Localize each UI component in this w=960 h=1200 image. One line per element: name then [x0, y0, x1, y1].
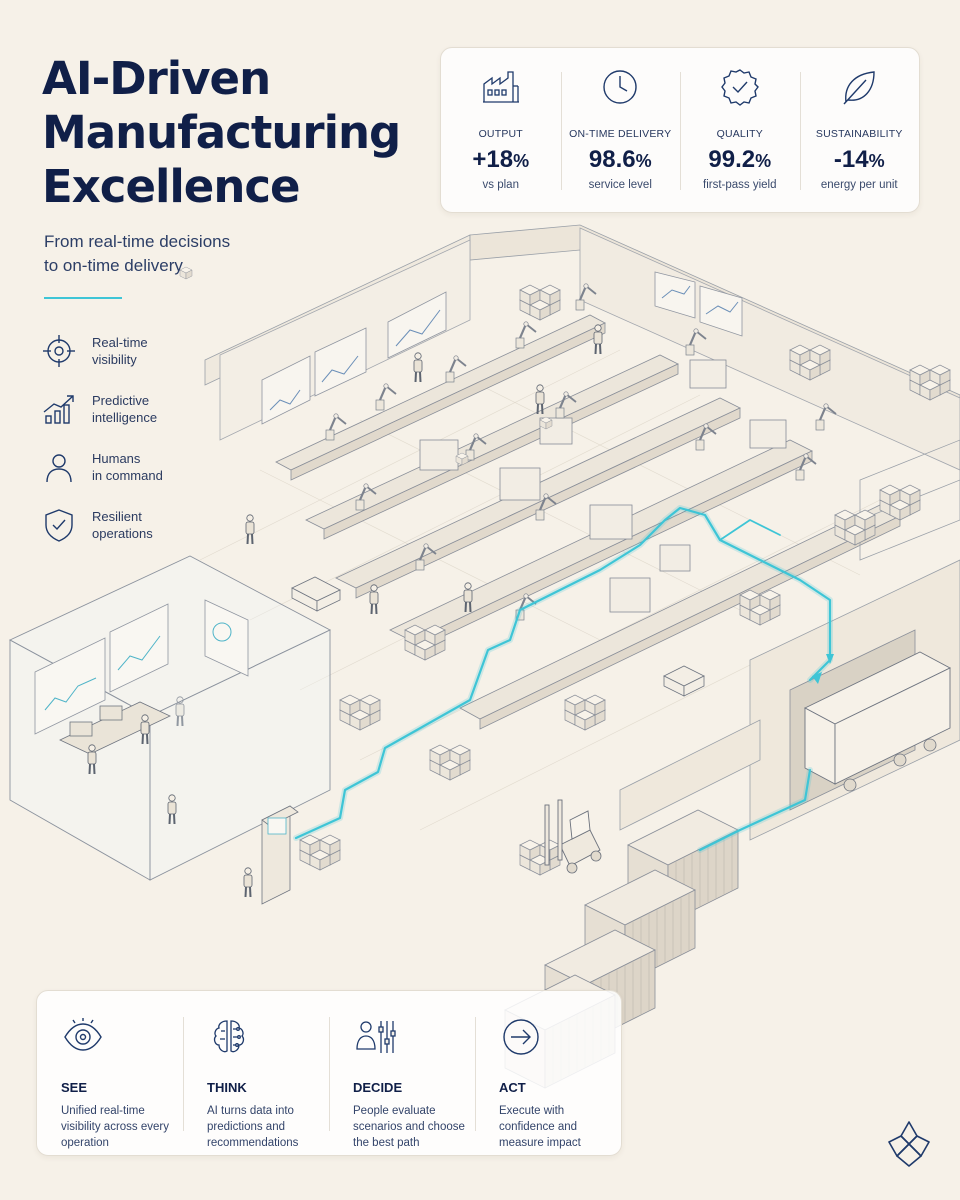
subtitle: From real-time decisions to on-time deli… [44, 230, 344, 278]
kpi-label: ON-TIME DELIVERY [569, 128, 672, 140]
factory-icon [482, 71, 519, 103]
kpi-value: 99.2% [708, 146, 771, 174]
kpi-number: 99.2 [708, 146, 756, 173]
feature-label: Real-time visibility [92, 334, 148, 368]
person-icon [46, 454, 72, 483]
feature-item-predictive: Predictive intelligence [40, 380, 230, 438]
step-see: SEE Unified real-time visibility across … [37, 991, 183, 1155]
leaf-icon [843, 71, 875, 105]
feature-line-2: visibility [92, 352, 137, 367]
feature-label: Humans in command [92, 450, 163, 484]
kpi-value: +18% [472, 146, 529, 174]
feature-line-1: Predictive [92, 393, 150, 408]
kpi-sub: vs plan [482, 179, 519, 191]
subtitle-line-1: From real-time decisions [44, 232, 231, 251]
kpi-value: 98.6% [589, 146, 652, 174]
brain-circuit-icon [213, 1020, 245, 1053]
kpi-number: -14 [833, 146, 869, 173]
feature-item-visibility: Real-time visibility [40, 322, 230, 380]
step-title: ACT [499, 1080, 526, 1095]
subtitle-line-2: to on-time delivery [44, 256, 183, 275]
feature-line-2: operations [92, 526, 153, 541]
page-title: AI-Driven Manufacturing Excellence [42, 52, 442, 214]
feature-list: Real-time visibility Predictive intellig… [40, 322, 230, 554]
kpi-number: +18 [472, 146, 514, 173]
title-line-1: AI-Driven [42, 52, 271, 105]
shield-check-icon [45, 509, 73, 542]
kpi-label: OUTPUT [478, 128, 523, 140]
step-title: THINK [207, 1080, 247, 1095]
kpi-quality: QUALITY 99.2% first-pass yield [680, 48, 800, 212]
eye-icon [64, 1018, 102, 1051]
feature-line-2: intelligence [92, 410, 158, 425]
feature-label: Resilient operations [92, 508, 153, 542]
kpi-unit: % [635, 151, 652, 171]
feature-line-1: Humans [92, 451, 141, 466]
step-description: People evaluate scenarios and choose the… [353, 1105, 465, 1149]
feature-item-resilient: Resilient operations [40, 496, 230, 554]
accent-divider [44, 297, 122, 299]
step-title: SEE [61, 1080, 88, 1095]
steps-card: SEE Unified real-time visibility across … [36, 990, 622, 1156]
step-description: Execute with confidence and measure impa… [499, 1105, 581, 1149]
kpi-sub: service level [588, 179, 652, 191]
kpi-unit: % [755, 151, 772, 171]
feature-line-1: Resilient [92, 509, 142, 524]
title-line-2: Manufacturing [42, 106, 401, 159]
kpi-unit: % [868, 151, 885, 171]
kpi-label: SUSTAINABILITY [815, 128, 903, 140]
step-description: AI turns data into predictions and recom… [207, 1105, 299, 1149]
kpi-card: OUTPUT +18% vs plan ON-TIME DELIVERY 98.… [440, 47, 920, 213]
feature-line-1: Real-time [92, 335, 148, 350]
kpi-sub: first-pass yield [703, 179, 777, 191]
kpi-number: 98.6 [588, 146, 636, 173]
kpi-value: -14% [834, 146, 885, 174]
flower-logo-icon [888, 1121, 930, 1167]
kpi-on-time-delivery: ON-TIME DELIVERY 98.6% service level [560, 48, 681, 212]
step-title: DECIDE [353, 1080, 403, 1095]
kpi-unit: % [513, 151, 530, 171]
step-think: THINK AI turns data into predictions and… [183, 991, 329, 1155]
step-decide: DECIDE People evaluate scenarios and cho… [329, 991, 475, 1155]
kpi-sustainability: SUSTAINABILITY -14% energy per unit [799, 48, 920, 212]
feature-item-humans: Humans in command [40, 438, 230, 496]
kpi-sub: energy per unit [820, 179, 898, 191]
step-act: ACT Execute with confidence and measure … [475, 991, 621, 1155]
kpi-output: OUTPUT +18% vs plan [441, 48, 561, 212]
kpi-label: QUALITY [716, 128, 763, 140]
clock-icon [603, 70, 637, 104]
arrow-circle-icon [503, 1019, 539, 1055]
growth-chart-icon [43, 395, 74, 424]
feature-line-2: in command [92, 468, 163, 483]
feature-label: Predictive intelligence [92, 392, 157, 426]
person-sliders-icon [356, 1021, 396, 1053]
badge-check-icon [720, 69, 759, 106]
step-description: Unified real-time visibility across ever… [61, 1105, 169, 1149]
title-line-3: Excellence [42, 160, 301, 213]
target-icon [43, 335, 75, 367]
